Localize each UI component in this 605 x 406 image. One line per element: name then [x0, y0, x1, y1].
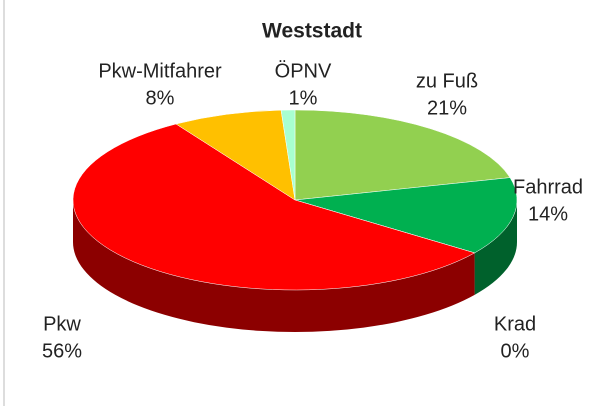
slice-label: Pkw-Mitfahrer [98, 60, 222, 82]
slice-label: Krad [494, 313, 536, 335]
slice-label: ÖPNV [275, 60, 332, 82]
slice-value-label: 0% [501, 340, 530, 362]
slice-side [73, 200, 475, 332]
slice [280, 109, 296, 201]
chart-title: Weststadt [262, 20, 362, 43]
slice-value-label: 14% [528, 203, 568, 225]
slice [294, 177, 518, 254]
slice-label: zu Fuß [416, 70, 478, 92]
slice-value-label: 21% [427, 97, 467, 119]
slice-side [474, 200, 517, 295]
slice [175, 109, 296, 201]
slice-label: Pkw [43, 313, 81, 335]
slice-label: Fahrrad [513, 176, 583, 198]
slice-value-label: 1% [289, 87, 318, 109]
slice [294, 109, 511, 201]
slice [72, 123, 476, 291]
slice-value-label: 8% [146, 87, 175, 109]
slice-value-label: 56% [42, 340, 82, 362]
